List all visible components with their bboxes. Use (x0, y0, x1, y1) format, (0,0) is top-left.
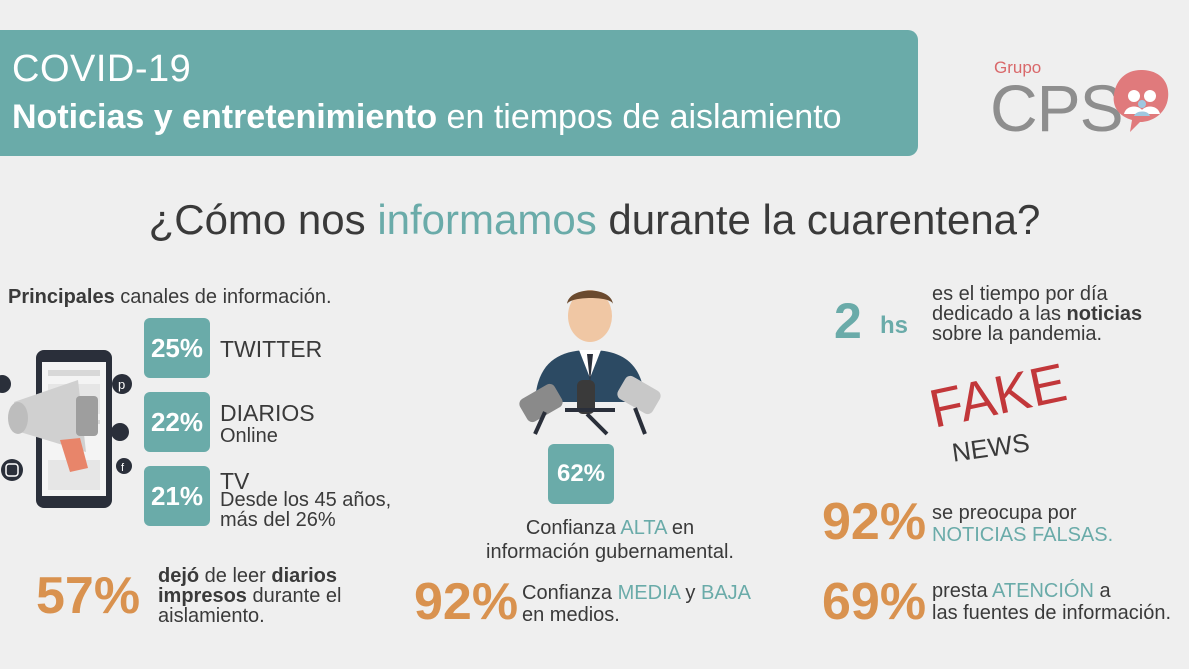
confianza-media-b: MEDIA (617, 582, 680, 604)
header-subtitle: Noticias y entretenimiento en tiempos de… (12, 98, 842, 137)
stat-57-t5: durante el (246, 585, 342, 607)
preocupa-l1: se preocupa por (932, 502, 1077, 524)
channel-sub-tv-line2: más del 26% (220, 509, 336, 531)
stat-92-percent-media: 92% (414, 573, 519, 631)
stat-57-t1: dejó (158, 565, 200, 587)
header-subtitle-rest: en tiempos de aislamiento (437, 98, 842, 136)
time-stat-l3: sobre la pandemia. (932, 323, 1103, 345)
speaker-person-icon (519, 290, 661, 436)
channels-heading-rest: canales de información. (114, 286, 332, 308)
twitter-percent-box: 25% (144, 318, 210, 378)
time-stat-l2b: noticias (1066, 303, 1143, 325)
whatsapp-icon (111, 423, 129, 441)
preocupa-l2: NOTICIAS FALSAS. (932, 524, 1114, 546)
instagram-icon (1, 459, 23, 481)
stat-92-percent-preocupa: 92% (822, 493, 927, 551)
header-title: COVID-19 (12, 48, 192, 90)
channels-heading-bold: Principales (8, 286, 115, 308)
channel-name-diarios: DIARIOS (220, 400, 315, 426)
logo-text: CPS (990, 71, 1124, 145)
preocupa-text: se preocupa por NOTICIAS FALSAS. (932, 502, 1113, 546)
twitter-icon (0, 375, 11, 393)
time-stat-number: 2 (834, 293, 862, 349)
main-title: ¿Cómo nos informamos durante la cuarente… (0, 196, 1189, 244)
cps-logo-mark (1113, 70, 1169, 132)
logo-small-text: Grupo (994, 58, 1042, 77)
channel-sub-diarios: Online (220, 425, 278, 447)
fake-word: FAKE (924, 352, 1072, 440)
stat-57-t3: diarios (271, 565, 337, 587)
confianza-alta-percent-box: 62% (548, 444, 614, 504)
svg-text:f: f (121, 462, 125, 474)
stat-57-percent: 57% (36, 567, 141, 625)
time-stat-text: es el tiempo por día dedicado a las notic… (932, 284, 1182, 344)
main-title-highlight: informamos (377, 196, 597, 243)
confianza-alta-l2: información gubernamental. (486, 541, 734, 563)
confianza-alta-l1b: ALTA (620, 517, 667, 539)
channels-heading: Principales canales de información. (8, 286, 332, 309)
time-stat-l2a: dedicado a las (932, 303, 1067, 325)
time-stat-l1: es el tiempo por día (932, 283, 1108, 305)
atencion-l1a: presta (932, 580, 993, 602)
confianza-media-text: Confianza MEDIA y BAJA en medios. (522, 582, 751, 626)
stat-57-t2: de leer (199, 565, 272, 587)
atencion-l2: las fuentes de información. (932, 602, 1172, 624)
stat-57-text: dejó de leer diarios impresos durante el a… (158, 566, 388, 626)
channel-name-twitter: TWITTER (220, 336, 323, 362)
header-subtitle-bold: Noticias y entretenimiento (12, 98, 438, 136)
atencion-l1b: ATENCIÓN (992, 580, 1094, 602)
confianza-media-c: y (679, 582, 701, 604)
microphone-icon (519, 375, 661, 436)
facebook-icon (116, 458, 132, 474)
megaphone-icon (8, 380, 98, 472)
channel-name-tv: TV (220, 468, 250, 494)
channel-sub-tv-line1: Desde los 45 años, (220, 489, 392, 511)
confianza-alta-l1c: en (666, 517, 695, 539)
phone-megaphone-illustration: p f (0, 350, 132, 508)
confianza-media-d: BAJA (701, 582, 752, 604)
confianza-media-a: Confianza (522, 582, 618, 604)
time-stat-unit: hs (880, 312, 909, 339)
header-banner (0, 30, 918, 156)
atencion-l1c: a (1093, 580, 1111, 602)
tv-percent-box: 21% (144, 466, 210, 526)
confianza-alta-l1a: Confianza (525, 517, 621, 539)
svg-text:p: p (118, 377, 125, 392)
diarios-percent-box: 22% (144, 392, 210, 452)
stat-57-t4: impresos (158, 585, 247, 607)
pinterest-icon (112, 374, 132, 394)
stat-57-t6: aislamiento. (158, 605, 265, 627)
main-title-pre: ¿Cómo nos (148, 196, 378, 243)
confianza-alta-text: Confianza ALTA en información gubernament… (430, 516, 790, 564)
main-title-post: durante la cuarentena? (596, 196, 1041, 243)
atencion-text: presta ATENCIÓN a las fuentes de informac… (932, 580, 1171, 624)
confianza-media-e: en medios. (522, 604, 620, 626)
stat-69-percent: 69% (822, 573, 927, 631)
